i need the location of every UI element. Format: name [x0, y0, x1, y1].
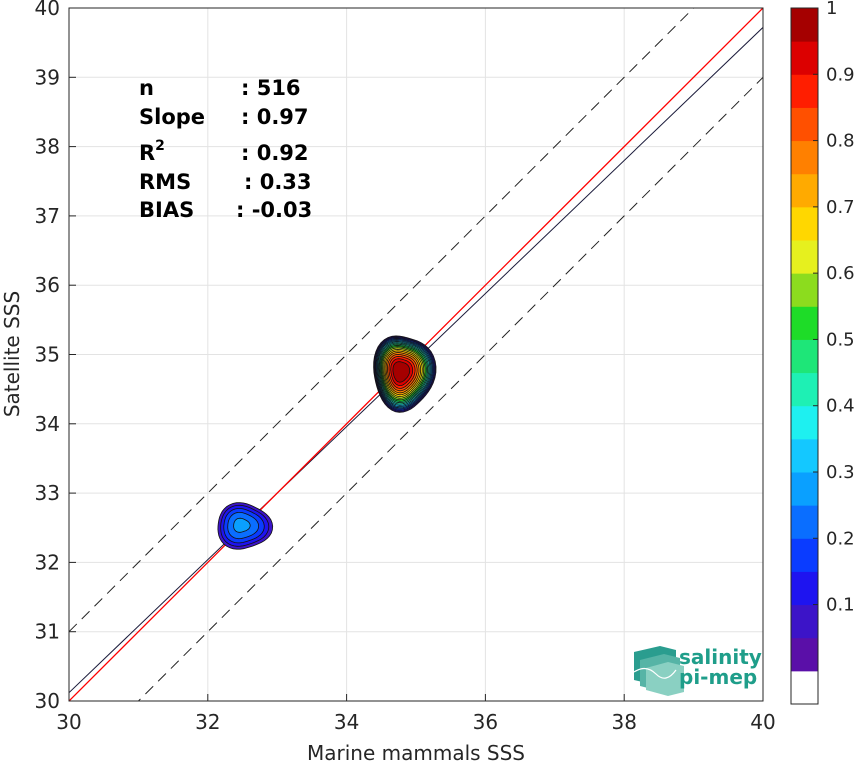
colorbar-tick-label: 0.4 [826, 396, 855, 417]
stat-value: : 0.92 [241, 141, 309, 165]
logo-text-pi-mep: pi-mep [679, 665, 757, 689]
x-tick-label: 36 [473, 710, 498, 734]
colorbar: 0.1 0.2 0.3 0.4 0.5 0.6 0.7 0.8 0.9 1 [790, 0, 855, 705]
colorbar-swatch [791, 306, 818, 340]
colorbar-swatch [791, 41, 818, 75]
colorbar-tick-label: 0.8 [826, 131, 855, 152]
colorbar-swatch [791, 472, 818, 506]
salinity-pi-mep-logo: salinity pi-mep [633, 645, 762, 696]
colorbar-swatch [791, 505, 818, 539]
x-tick-label: 38 [611, 710, 636, 734]
colorbar-swatch [791, 206, 818, 241]
contour-level [233, 517, 251, 533]
colorbar-tick-label: 0.3 [826, 462, 855, 483]
x-tick-label: 32 [195, 710, 220, 734]
x-tick-label: 34 [334, 710, 359, 734]
y-tick-label: 31 [35, 620, 60, 644]
logo-text-salinity: salinity [679, 645, 762, 669]
colorbar-tick-label: 0.9 [826, 64, 855, 85]
y-tick-label: 36 [35, 273, 60, 297]
colorbar-swatch [791, 405, 818, 440]
x-axis-ticks: 30 32 34 36 38 40 [56, 694, 776, 734]
colorbar-swatch [791, 538, 818, 572]
stat-label: RMS [139, 170, 191, 194]
stat-value: : 0.97 [241, 105, 309, 129]
lower-bound-dashed-line [137, 76, 763, 701]
y-tick-label: 34 [35, 412, 60, 436]
colorbar-tick-label: 0.1 [826, 595, 855, 616]
colorbar-swatch [791, 604, 818, 639]
upper-bound-dashed-line [69, 8, 695, 633]
stat-value: : -0.03 [236, 198, 312, 222]
colorbar-swatch [791, 670, 818, 705]
y-tick-label: 32 [35, 550, 60, 574]
colorbar-tick-label: 1 [826, 0, 837, 19]
colorbar-tick-label: 0.5 [826, 329, 855, 350]
stat-value: : 0.33 [244, 170, 312, 194]
colorbar-swatch [791, 8, 818, 42]
colorbar-swatch [791, 339, 818, 374]
colorbar-swatch [791, 240, 818, 274]
y-tick-label: 33 [35, 481, 60, 505]
contour-level [392, 361, 411, 383]
y-tick-label: 38 [35, 135, 60, 159]
y-axis-label: Satellite SSS [0, 291, 24, 417]
colorbar-swatch [791, 74, 818, 108]
colorbar-swatch [791, 571, 818, 606]
y-tick-label: 40 [35, 0, 60, 20]
y-tick-label: 39 [35, 65, 60, 89]
y-tick-label: 30 [35, 689, 60, 713]
colorbar-tick-label: 0.2 [826, 528, 855, 549]
colorbar-tick-label: 0.6 [826, 263, 855, 284]
stat-superscript: 2 [155, 138, 165, 154]
y-tick-label: 35 [35, 343, 60, 367]
colorbar-swatch [791, 637, 818, 672]
colorbar-swatch [791, 140, 818, 175]
stat-label: Slope [139, 105, 205, 129]
x-tick-label: 40 [750, 710, 775, 734]
colorbar-swatch [791, 372, 818, 407]
y-axis-ticks: 30 31 32 33 34 35 36 37 38 39 40 [35, 0, 76, 713]
stat-label: n [139, 76, 154, 100]
colorbar-swatch [791, 107, 818, 142]
x-axis-label: Marine mammals SSS [307, 741, 525, 764]
x-tick-label: 30 [56, 710, 81, 734]
density-contours [217, 335, 437, 550]
colorbar-swatch [791, 173, 818, 208]
stat-label: BIAS [139, 198, 194, 222]
logo-wave-icon [633, 646, 684, 696]
colorbar-swatch [791, 273, 818, 307]
stat-value: : 516 [241, 76, 301, 100]
colorbar-swatch [791, 438, 818, 473]
colorbar-tick-label: 0.7 [826, 197, 855, 218]
colorbar-frame [790, 7, 819, 705]
y-tick-label: 37 [35, 204, 60, 228]
